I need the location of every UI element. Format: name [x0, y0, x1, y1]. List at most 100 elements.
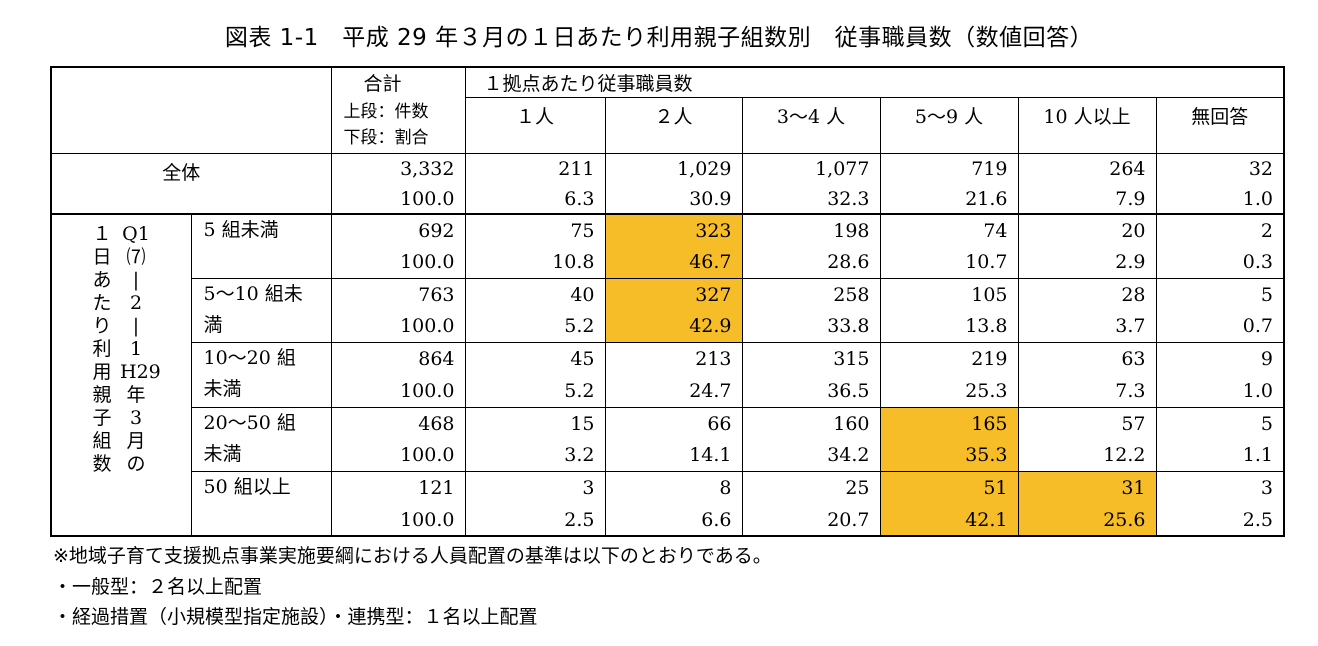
count-cell: 51 — [880, 471, 1019, 504]
side-label-char: Q1 — [122, 223, 150, 245]
overall-pct-cell: 32.3 — [742, 184, 881, 214]
pct-cell: 6.6 — [605, 504, 743, 537]
overall-count-cell: 1,029 — [605, 152, 743, 184]
side-label-char: 親 — [92, 384, 112, 406]
count-cell: 45 — [465, 342, 606, 375]
pct-cell: 0.7 — [1156, 310, 1285, 343]
count-cell: 692 — [331, 213, 466, 246]
count-cell: 74 — [880, 213, 1019, 246]
count-cell: 57 — [1018, 406, 1157, 440]
pct-cell: 42.9 — [605, 310, 743, 343]
overall-count-cell: 211 — [465, 152, 606, 184]
side-label-char: １ — [92, 223, 112, 245]
pct-cell: 2.9 — [1018, 246, 1157, 278]
side-label: １ 日あたり利用親子組数 Q1 ⑺ | 2 | 1 H29 年 3 月の — [50, 213, 192, 537]
header-total-sub-2: 下段：割合 — [343, 128, 429, 148]
table-row: 10～20 組未満 864 45 213 315 219 63 9 — [51, 342, 1285, 407]
count-cell: 3 — [1156, 471, 1285, 504]
pct-cell: 34.2 — [742, 439, 881, 472]
overall-pct-cell: 1.0 — [1156, 184, 1285, 214]
overall-pct-cell: 21.6 — [880, 184, 1019, 214]
count-cell: 25 — [742, 471, 881, 504]
table-row: 100.0 2.5 6.6 20.7 42.1 25.6 2.5 — [51, 504, 1285, 537]
pct-cell: 100.0 — [331, 504, 466, 537]
pct-cell: 100.0 — [331, 310, 466, 343]
row-category: 10～20 組未満 — [191, 342, 332, 407]
header-blank — [50, 66, 332, 153]
side-label-char: 子 — [92, 407, 112, 429]
pct-cell: 14.1 — [605, 439, 743, 472]
page-title: 図表 1-1 平成 29 年３月の１日あたり利用親子組数別 従事職員数（数値回答… — [224, 25, 1094, 51]
note-general: ・一般型：２名以上配置 — [53, 576, 263, 598]
row-category: 50 組以上 — [191, 471, 332, 537]
pct-cell: 7.3 — [1018, 375, 1157, 407]
pct-cell: 25.6 — [1018, 504, 1157, 537]
pct-cell: 2.5 — [1156, 504, 1285, 537]
pct-cell: 10.8 — [465, 246, 606, 278]
header-group-label: １拠点あたり従事職員数 — [465, 66, 1285, 97]
header-column: 3～4 人 — [742, 96, 881, 153]
header-column: ２人 — [605, 96, 743, 153]
count-cell: 9 — [1156, 342, 1285, 375]
count-cell: 323 — [605, 213, 743, 246]
pct-cell: 10.7 — [880, 246, 1019, 278]
row-category-line1: 5 組未満 — [203, 219, 279, 241]
pct-cell: 5.2 — [465, 375, 606, 407]
pct-cell: 2.5 — [465, 504, 606, 537]
header-total-label: 合計 — [331, 66, 466, 97]
side-label-char: | — [132, 269, 140, 291]
pct-cell: 100.0 — [331, 375, 466, 407]
pct-cell: 35.3 — [880, 439, 1019, 472]
table-row: 50 組以上 121 3 8 25 51 31 3 — [51, 471, 1285, 537]
pct-cell: 100.0 — [331, 439, 466, 472]
count-cell: 40 — [465, 277, 606, 311]
count-cell: 198 — [742, 213, 881, 246]
header-column: 無回答 — [1156, 96, 1285, 153]
header-total-sub-1: 上段：件数 — [343, 102, 429, 122]
count-cell: 763 — [331, 277, 466, 311]
row-category: 5 組未満 — [191, 213, 332, 278]
header-column: １人 — [465, 96, 606, 153]
side-label-char: 用 — [92, 361, 112, 383]
side-label-char: H29 — [120, 361, 161, 383]
pct-cell: 42.1 — [880, 504, 1019, 537]
side-label-char: 1 — [129, 338, 143, 360]
pct-cell: 20.7 — [742, 504, 881, 537]
table-row: 100.0 5.2 24.7 36.5 25.3 7.3 1.0 — [51, 375, 1285, 407]
count-cell: 28 — [1018, 277, 1157, 311]
row-category-line2: 未満 — [203, 378, 242, 400]
count-cell: 165 — [880, 406, 1019, 440]
pct-cell: 24.7 — [605, 375, 743, 407]
side-label-char: 2 — [129, 292, 143, 314]
side-label-char: 組 — [92, 430, 112, 452]
side-label-char: ⑺ — [126, 246, 146, 268]
table-row: 100.0 5.2 42.9 33.8 13.8 3.7 0.7 — [51, 310, 1285, 343]
count-cell: 2 — [1156, 213, 1285, 246]
pct-cell: 0.3 — [1156, 246, 1285, 278]
overall-pct-cell: 7.9 — [1018, 184, 1157, 214]
overall-pct-cell: 100.0 — [331, 184, 466, 214]
side-label-char: 3 — [129, 407, 143, 429]
row-category-line1: 50 組以上 — [203, 476, 291, 498]
side-label-char: | — [132, 315, 140, 337]
count-cell: 3 — [465, 471, 606, 504]
overall-count-cell: 32 — [1156, 152, 1285, 184]
pct-cell: 1.1 — [1156, 439, 1285, 472]
row-category-line1: 5～10 組未 — [203, 282, 303, 305]
pct-cell: 1.0 — [1156, 375, 1285, 407]
side-label-char: の — [126, 453, 146, 475]
count-cell: 8 — [605, 471, 743, 504]
overall-pct-cell: 6.3 — [465, 184, 606, 214]
header-total-sub: 上段：件数下段：割合 — [331, 97, 466, 153]
overall-pct-cell: 30.9 — [605, 184, 743, 214]
count-cell: 31 — [1018, 471, 1157, 504]
note-main: ※地域子育て支援拠点事業実施要綱における人員配置の基準は以下のとおりである。 — [53, 545, 772, 567]
side-label-char: た — [92, 292, 112, 314]
overall-count-cell: 1,077 — [742, 152, 881, 184]
table-row: 20～50 組未満 468 15 66 160 165 57 5 — [51, 406, 1285, 472]
count-cell: 5 — [1156, 277, 1285, 311]
count-cell: 15 — [465, 406, 606, 440]
row-category-line1: 10～20 組 — [203, 347, 296, 369]
count-cell: 219 — [880, 342, 1019, 375]
